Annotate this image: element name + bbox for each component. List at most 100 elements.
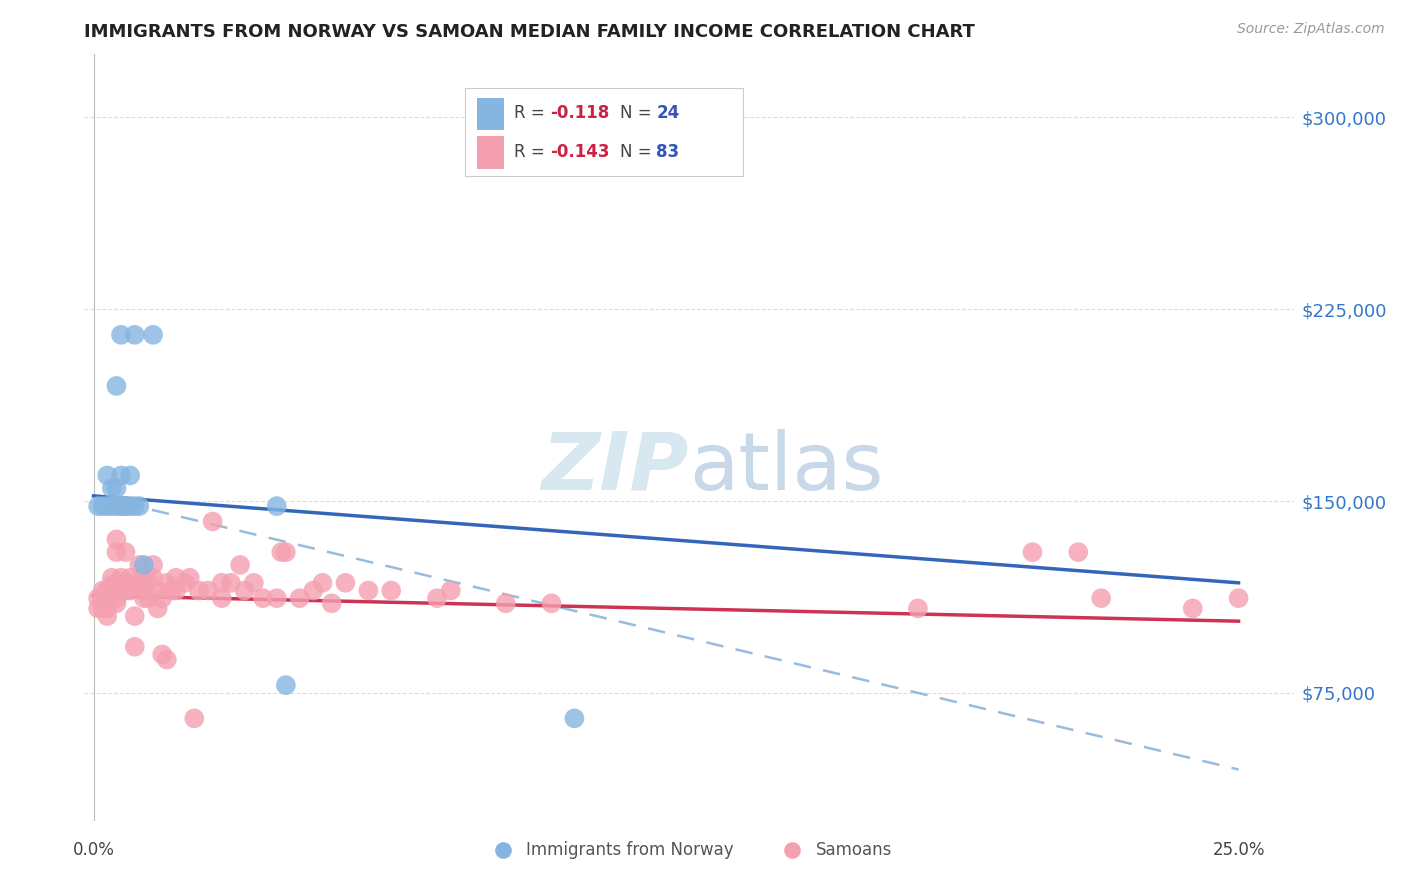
- Point: [132, 558, 155, 572]
- Text: -0.143: -0.143: [550, 143, 609, 161]
- Point: [146, 583, 169, 598]
- Point: [150, 591, 173, 606]
- Text: 83: 83: [657, 143, 679, 161]
- Point: [335, 575, 357, 590]
- Text: N =: N =: [620, 143, 657, 161]
- Point: [91, 499, 114, 513]
- Point: [101, 481, 124, 495]
- Point: [114, 583, 136, 598]
- Legend: Immigrants from Norway, Samoans: Immigrants from Norway, Samoans: [479, 835, 898, 866]
- Text: -0.118: -0.118: [550, 104, 609, 122]
- Point: [114, 578, 136, 592]
- Point: [101, 578, 124, 592]
- Point: [110, 327, 132, 342]
- Point: [302, 583, 325, 598]
- Point: [187, 583, 209, 598]
- Text: R =: R =: [513, 104, 550, 122]
- Point: [96, 468, 118, 483]
- Point: [495, 596, 517, 610]
- Point: [105, 499, 128, 513]
- Point: [380, 583, 402, 598]
- Point: [132, 591, 155, 606]
- Point: [211, 591, 233, 606]
- Point: [91, 591, 114, 606]
- Point: [124, 499, 146, 513]
- Point: [105, 533, 128, 547]
- Point: [201, 515, 224, 529]
- Text: atlas: atlas: [689, 429, 883, 507]
- Point: [540, 596, 562, 610]
- Point: [101, 583, 124, 598]
- Point: [174, 575, 197, 590]
- Text: N =: N =: [620, 104, 657, 122]
- Point: [146, 601, 169, 615]
- Point: [101, 571, 124, 585]
- Point: [114, 545, 136, 559]
- Point: [907, 601, 929, 615]
- Point: [266, 591, 288, 606]
- Point: [132, 571, 155, 585]
- Point: [156, 575, 179, 590]
- Point: [160, 583, 183, 598]
- Point: [87, 601, 110, 615]
- Text: 24: 24: [657, 104, 679, 122]
- Point: [101, 589, 124, 603]
- Point: [426, 591, 449, 606]
- Point: [138, 591, 160, 606]
- Point: [105, 379, 128, 393]
- Point: [120, 468, 142, 483]
- Point: [142, 558, 165, 572]
- Point: [156, 652, 179, 666]
- Text: R =: R =: [513, 143, 550, 161]
- Point: [105, 481, 128, 495]
- Point: [114, 499, 136, 513]
- Point: [114, 499, 136, 513]
- Bar: [478, 136, 503, 169]
- Point: [120, 571, 142, 585]
- Point: [110, 575, 132, 590]
- Point: [1227, 591, 1250, 606]
- Point: [128, 499, 150, 513]
- Point: [440, 583, 463, 598]
- Point: [165, 583, 187, 598]
- Point: [243, 575, 266, 590]
- Point: [288, 591, 311, 606]
- Point: [110, 499, 132, 513]
- Point: [233, 583, 256, 598]
- Point: [120, 583, 142, 598]
- Point: [138, 575, 160, 590]
- Point: [274, 678, 297, 692]
- Point: [96, 499, 118, 513]
- Point: [1181, 601, 1204, 615]
- Point: [270, 545, 292, 559]
- Point: [128, 575, 150, 590]
- Point: [183, 711, 205, 725]
- Point: [1067, 545, 1090, 559]
- Point: [252, 591, 274, 606]
- Point: [114, 583, 136, 598]
- Point: [197, 583, 219, 598]
- Point: [114, 575, 136, 590]
- Text: IMMIGRANTS FROM NORWAY VS SAMOAN MEDIAN FAMILY INCOME CORRELATION CHART: IMMIGRANTS FROM NORWAY VS SAMOAN MEDIAN …: [84, 23, 976, 41]
- Point: [105, 591, 128, 606]
- Point: [87, 591, 110, 606]
- Point: [311, 575, 333, 590]
- Point: [105, 596, 128, 610]
- Point: [96, 609, 118, 624]
- Point: [211, 575, 233, 590]
- Point: [219, 575, 242, 590]
- Point: [124, 640, 146, 654]
- Point: [110, 468, 132, 483]
- Point: [150, 648, 173, 662]
- Point: [124, 327, 146, 342]
- Point: [96, 583, 118, 598]
- Point: [124, 609, 146, 624]
- Point: [101, 499, 124, 513]
- Text: Source: ZipAtlas.com: Source: ZipAtlas.com: [1237, 22, 1385, 37]
- Bar: [465, 88, 744, 177]
- Point: [1090, 591, 1112, 606]
- Point: [165, 571, 187, 585]
- Point: [105, 575, 128, 590]
- Point: [128, 558, 150, 572]
- Point: [357, 583, 380, 598]
